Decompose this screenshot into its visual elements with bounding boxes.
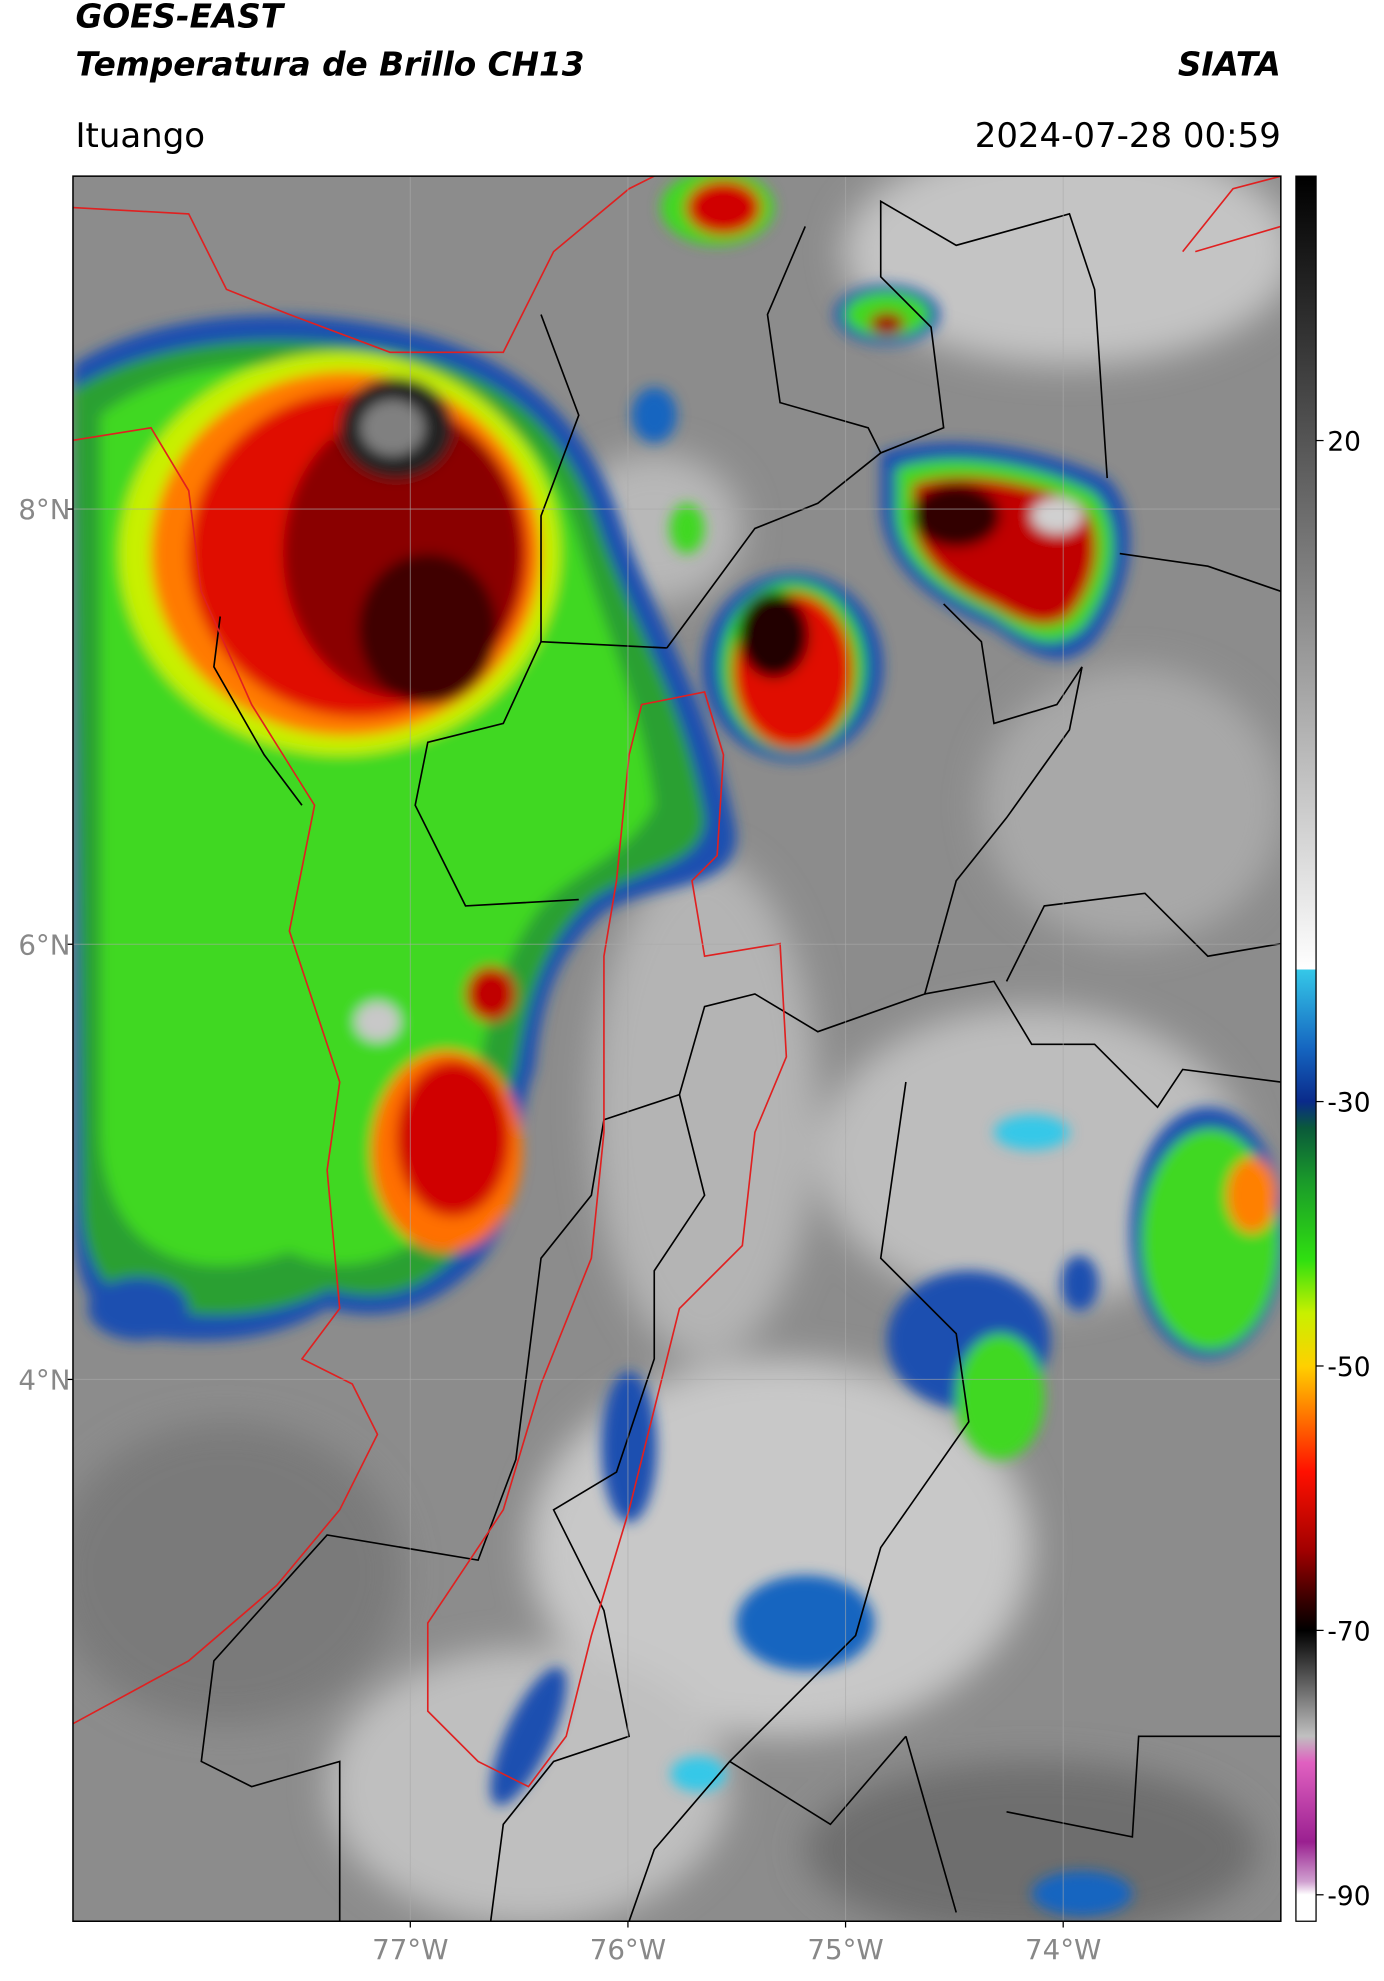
- lat-label: 6°N: [18, 928, 70, 961]
- graticule: [72, 176, 1281, 1922]
- colorbar-label: -90: [1327, 1881, 1370, 1912]
- source: SIATA: [1178, 45, 1281, 83]
- subtitle: Temperatura de Brillo CH13: [75, 45, 584, 83]
- colorbar-label: -50: [1327, 1352, 1370, 1383]
- lat-label: 8°N: [18, 493, 70, 526]
- map-frame: [72, 175, 1282, 1922]
- colorbar: [1295, 175, 1317, 1922]
- lon-label: 75°W: [807, 1933, 883, 1966]
- location: Ituango: [75, 116, 205, 156]
- colorbar-label: 20: [1327, 427, 1361, 458]
- colorbar-label: -30: [1327, 1088, 1370, 1119]
- satellite-image: [72, 176, 1281, 1922]
- lon-label: 77°W: [372, 1933, 448, 1966]
- colorbar-label: -70: [1327, 1616, 1370, 1647]
- lon-label: 74°W: [1025, 1933, 1101, 1966]
- title: GOES-EAST: [75, 0, 285, 36]
- datetime: 2024-07-28 00:59: [975, 116, 1281, 156]
- lon-label: 76°W: [590, 1933, 666, 1966]
- lat-label: 4°N: [18, 1363, 70, 1396]
